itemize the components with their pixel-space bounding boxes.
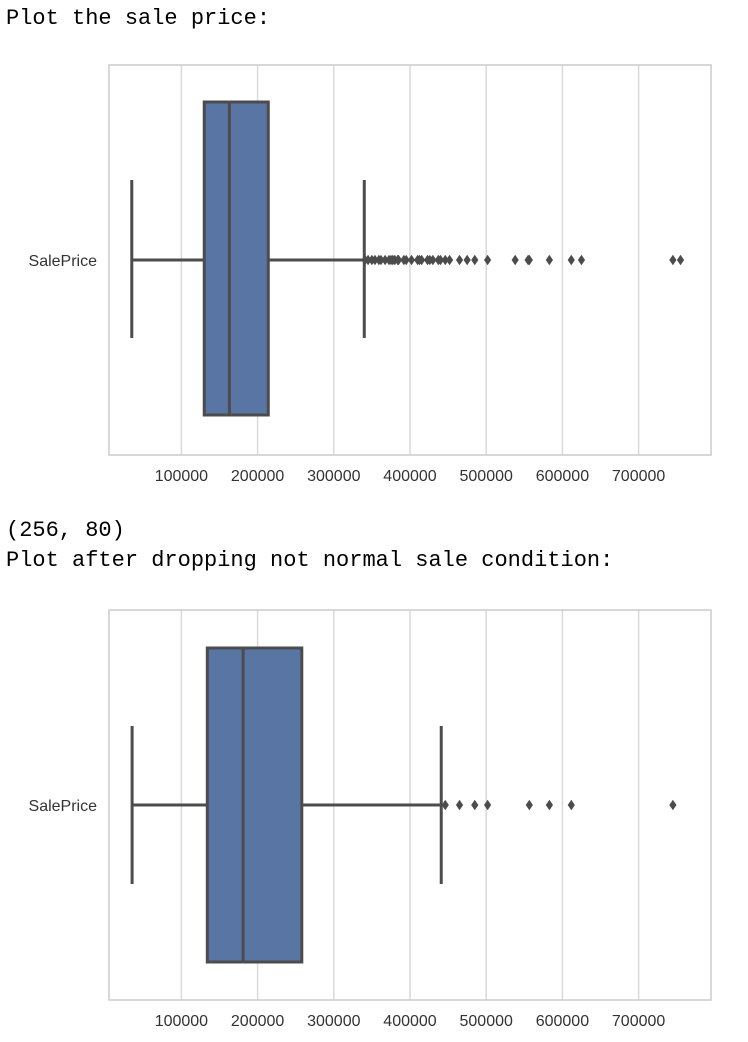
outlier-point (407, 254, 416, 266)
outlier-point (436, 254, 445, 266)
x-tick-label: 700000 (612, 1013, 665, 1030)
output-heading-sale-price: Plot the sale price: (6, 6, 271, 31)
outlier-point (511, 254, 519, 266)
x-tick-label: 400000 (383, 468, 436, 485)
outlier-point (669, 799, 677, 811)
outlier-point (484, 799, 492, 811)
category-label: SalePrice (29, 253, 98, 270)
output-heading-normal-condition: Plot after dropping not normal sale cond… (6, 548, 614, 573)
x-tick-label: 300000 (307, 468, 360, 485)
outlier-point (445, 254, 454, 266)
outlier-point (567, 799, 575, 811)
outlier-point (455, 799, 464, 811)
outlier-point (577, 254, 586, 266)
x-tick-label: 600000 (536, 1013, 589, 1030)
plot-frame (108, 609, 712, 1001)
outlier-point (418, 254, 426, 266)
outlier-point (471, 799, 479, 811)
outlier-point (441, 799, 449, 811)
x-tick-label: 100000 (155, 468, 208, 485)
x-tick-label: 200000 (231, 1013, 284, 1030)
x-tick-label: 600000 (536, 468, 589, 485)
outlier-point (525, 254, 533, 266)
x-tick-label: 300000 (307, 1013, 360, 1030)
iqr-box (205, 646, 304, 964)
outlier-point (463, 254, 471, 266)
outlier-point (441, 254, 449, 266)
outlier-point (455, 254, 464, 266)
x-tick-label: 200000 (231, 468, 284, 485)
outlier-point (402, 254, 410, 266)
outlier-point (567, 254, 575, 266)
outlier-point (484, 254, 492, 266)
outlier-point (545, 799, 553, 811)
outlier-point (669, 254, 677, 266)
x-tick-label: 400000 (383, 1013, 436, 1030)
outlier-point (371, 254, 379, 266)
x-tick-label: 500000 (460, 468, 513, 485)
iqr-box (202, 100, 270, 417)
outlier-point (525, 799, 533, 811)
x-tick-label: 700000 (612, 468, 665, 485)
normal-condition-boxplot: 100000 200000 300000 400000 500000 600000 7000… (29, 609, 712, 1030)
outlier-point (471, 254, 479, 266)
output-shape: (256, 80) (6, 518, 125, 543)
x-tick-label: 100000 (155, 1013, 208, 1030)
sale-price-boxplot: 100000 200000 300000 400000 500000 600000 7000… (29, 64, 712, 485)
outlier-point (676, 254, 685, 266)
outlier-point (545, 254, 553, 266)
category-label: SalePrice (29, 798, 98, 815)
x-tick-label: 500000 (460, 1013, 513, 1030)
plot-frame (108, 64, 712, 456)
